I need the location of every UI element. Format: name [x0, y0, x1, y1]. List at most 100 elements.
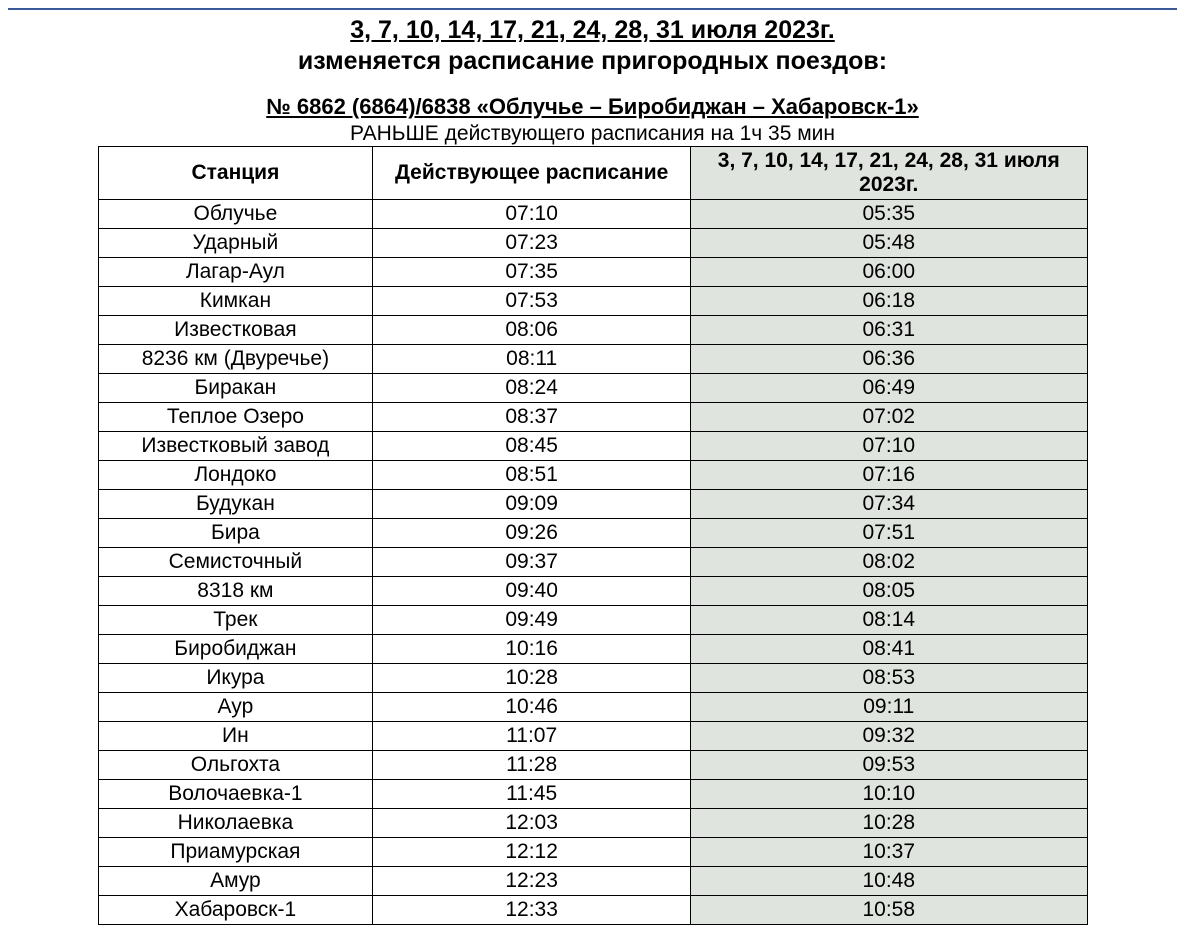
table-row: Ударный07:2305:48: [98, 229, 1087, 258]
cell-station: Ударный: [98, 229, 373, 258]
cell-station: Теплое Озеро: [98, 403, 373, 432]
cell-new-time: 09:53: [691, 751, 1087, 780]
cell-station: Известковая: [98, 316, 373, 345]
table-row: Биракан08:2406:49: [98, 374, 1087, 403]
cell-current-time: 08:06: [373, 316, 691, 345]
schedule-body: Облучье07:1005:35Ударный07:2305:48Лагар-…: [98, 200, 1087, 925]
cell-station: Волочаевка-1: [98, 780, 373, 809]
offset-line: РАНЬШЕ действующего расписания на 1ч 35 …: [0, 122, 1185, 146]
cell-current-time: 08:51: [373, 461, 691, 490]
cell-new-time: 09:11: [691, 693, 1087, 722]
table-row: Известковый завод08:4507:10: [98, 432, 1087, 461]
cell-current-time: 08:37: [373, 403, 691, 432]
cell-station: Лондоко: [98, 461, 373, 490]
table-row: Волочаевка-111:4510:10: [98, 780, 1087, 809]
cell-current-time: 08:11: [373, 345, 691, 374]
top-rule: [8, 8, 1177, 10]
cell-current-time: 12:23: [373, 867, 691, 896]
table-row: Приамурская12:1210:37: [98, 838, 1087, 867]
cell-current-time: 11:28: [373, 751, 691, 780]
route-line: № 6862 (6864)/6838 «Облучье – Биробиджан…: [0, 94, 1185, 120]
cell-station: Икура: [98, 664, 373, 693]
cell-new-time: 07:16: [691, 461, 1087, 490]
cell-current-time: 11:07: [373, 722, 691, 751]
cell-new-time: 10:28: [691, 809, 1087, 838]
document-content: 3, 7, 10, 14, 17, 21, 24, 28, 31 июля 20…: [0, 16, 1185, 925]
cell-station: 8236 км (Двуречье): [98, 345, 373, 374]
cell-current-time: 09:40: [373, 577, 691, 606]
cell-new-time: 06:18: [691, 287, 1087, 316]
cell-new-time: 08:02: [691, 548, 1087, 577]
cell-new-time: 06:36: [691, 345, 1087, 374]
cell-current-time: 07:35: [373, 258, 691, 287]
cell-station: Ольгохта: [98, 751, 373, 780]
cell-current-time: 08:45: [373, 432, 691, 461]
table-row: Аур10:4609:11: [98, 693, 1087, 722]
cell-current-time: 09:49: [373, 606, 691, 635]
cell-station: Аур: [98, 693, 373, 722]
cell-current-time: 12:33: [373, 896, 691, 925]
cell-station: Амур: [98, 867, 373, 896]
cell-current-time: 09:26: [373, 519, 691, 548]
table-row: Теплое Озеро08:3707:02: [98, 403, 1087, 432]
cell-new-time: 10:48: [691, 867, 1087, 896]
cell-station: Семисточный: [98, 548, 373, 577]
table-row: Хабаровск-112:3310:58: [98, 896, 1087, 925]
cell-new-time: 10:37: [691, 838, 1087, 867]
cell-new-time: 07:51: [691, 519, 1087, 548]
cell-station: Будукан: [98, 490, 373, 519]
cell-station: 8318 км: [98, 577, 373, 606]
cell-current-time: 07:23: [373, 229, 691, 258]
cell-new-time: 08:53: [691, 664, 1087, 693]
cell-current-time: 08:24: [373, 374, 691, 403]
table-row: Амур12:2310:48: [98, 867, 1087, 896]
cell-current-time: 07:53: [373, 287, 691, 316]
col-header-station: Станция: [98, 147, 373, 200]
table-row: Будукан09:0907:34: [98, 490, 1087, 519]
table-row: Ин11:0709:32: [98, 722, 1087, 751]
cell-new-time: 06:31: [691, 316, 1087, 345]
cell-current-time: 12:03: [373, 809, 691, 838]
cell-current-time: 09:37: [373, 548, 691, 577]
table-row: Ольгохта11:2809:53: [98, 751, 1087, 780]
cell-current-time: 10:16: [373, 635, 691, 664]
table-row: Облучье07:1005:35: [98, 200, 1087, 229]
cell-new-time: 09:32: [691, 722, 1087, 751]
cell-current-time: 07:10: [373, 200, 691, 229]
cell-station: Хабаровск-1: [98, 896, 373, 925]
table-row: Биробиджан10:1608:41: [98, 635, 1087, 664]
cell-station: Облучье: [98, 200, 373, 229]
cell-station: Известковый завод: [98, 432, 373, 461]
table-row: Николаевка12:0310:28: [98, 809, 1087, 838]
table-header-row: Станция Действующее расписание 3, 7, 10,…: [98, 147, 1087, 200]
cell-current-time: 09:09: [373, 490, 691, 519]
cell-station: Трек: [98, 606, 373, 635]
table-row: Лондоко08:5107:16: [98, 461, 1087, 490]
table-row: 8236 км (Двуречье)08:1106:36: [98, 345, 1087, 374]
cell-station: Николаевка: [98, 809, 373, 838]
table-row: Кимкан07:5306:18: [98, 287, 1087, 316]
table-row: Известковая08:0606:31: [98, 316, 1087, 345]
table-row: Семисточный09:3708:02: [98, 548, 1087, 577]
cell-new-time: 10:10: [691, 780, 1087, 809]
col-header-new: 3, 7, 10, 14, 17, 21, 24, 28, 31 июля 20…: [691, 147, 1087, 200]
cell-station: Приамурская: [98, 838, 373, 867]
title-changes: изменяется расписание пригородных поездо…: [0, 47, 1185, 76]
cell-station: Кимкан: [98, 287, 373, 316]
cell-current-time: 12:12: [373, 838, 691, 867]
cell-current-time: 10:28: [373, 664, 691, 693]
table-row: 8318 км09:4008:05: [98, 577, 1087, 606]
cell-current-time: 11:45: [373, 780, 691, 809]
cell-current-time: 10:46: [373, 693, 691, 722]
cell-station: Биракан: [98, 374, 373, 403]
table-row: Бира09:2607:51: [98, 519, 1087, 548]
cell-station: Бира: [98, 519, 373, 548]
cell-new-time: 05:35: [691, 200, 1087, 229]
cell-new-time: 07:02: [691, 403, 1087, 432]
table-row: Лагар-Аул07:3506:00: [98, 258, 1087, 287]
table-row: Икура10:2808:53: [98, 664, 1087, 693]
title-dates: 3, 7, 10, 14, 17, 21, 24, 28, 31 июля 20…: [0, 16, 1185, 45]
cell-new-time: 05:48: [691, 229, 1087, 258]
cell-new-time: 08:41: [691, 635, 1087, 664]
cell-station: Биробиджан: [98, 635, 373, 664]
